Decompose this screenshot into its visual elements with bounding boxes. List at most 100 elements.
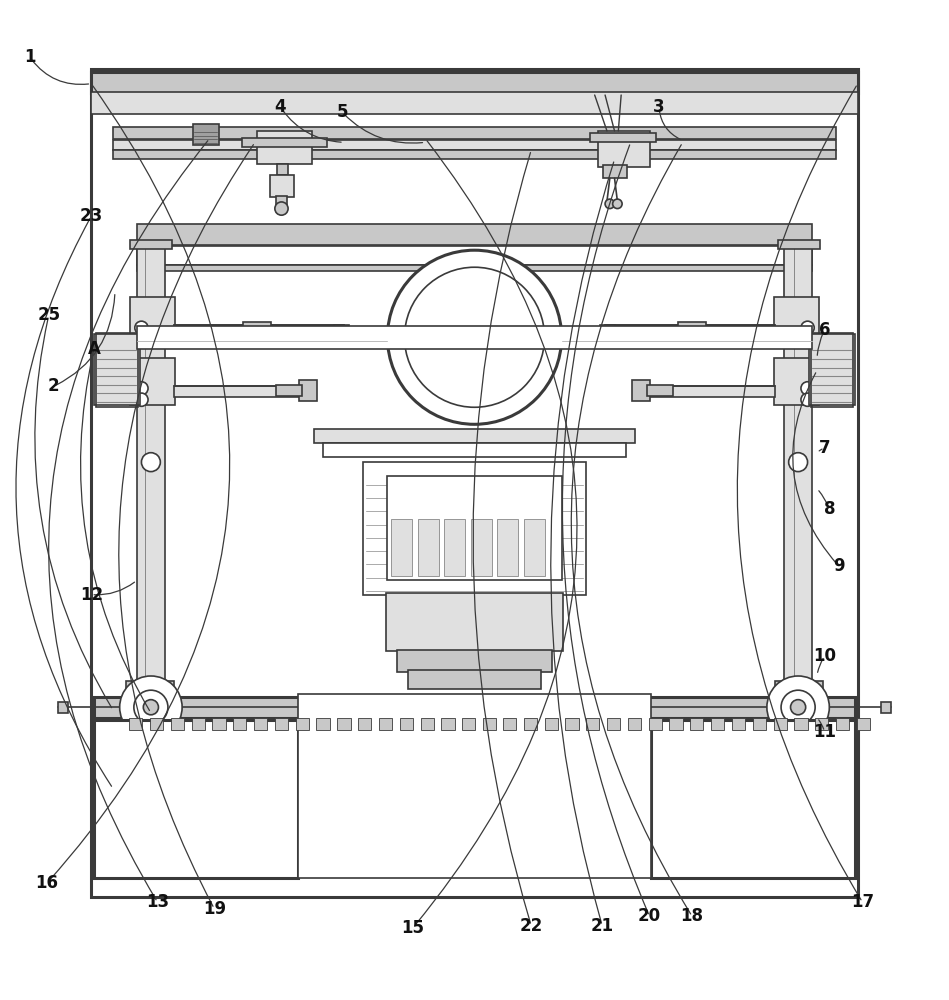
Bar [337, 718, 350, 730]
Bar [94, 697, 855, 718]
Circle shape [135, 382, 148, 395]
Circle shape [134, 690, 168, 724]
Bar [642, 386, 775, 397]
Circle shape [275, 202, 288, 215]
Bar [857, 718, 870, 730]
Bar [129, 718, 142, 730]
Bar [385, 593, 564, 651]
Bar [418, 519, 438, 576]
Circle shape [387, 250, 562, 424]
Bar [91, 72, 858, 93]
Bar [58, 702, 67, 713]
Text: 8: 8 [824, 500, 835, 518]
Text: 3: 3 [653, 98, 665, 116]
Bar [130, 240, 172, 249]
Bar [566, 718, 579, 730]
Bar [242, 138, 326, 147]
Bar [313, 429, 636, 443]
Bar [379, 718, 392, 730]
Circle shape [143, 700, 158, 715]
Bar [811, 333, 853, 407]
Bar [96, 333, 138, 407]
Bar [397, 650, 552, 672]
Circle shape [120, 676, 182, 738]
Text: 17: 17 [851, 893, 874, 911]
Circle shape [605, 199, 615, 209]
Bar [607, 718, 621, 730]
Text: 11: 11 [813, 723, 836, 741]
Bar [497, 519, 518, 576]
Bar [598, 131, 649, 167]
Bar [391, 519, 412, 576]
Text: 9: 9 [833, 557, 845, 575]
Text: 10: 10 [813, 647, 836, 665]
Bar [174, 325, 344, 336]
Text: 5: 5 [336, 103, 347, 121]
Circle shape [135, 393, 148, 406]
Bar [91, 69, 858, 897]
Text: 18: 18 [680, 907, 703, 925]
Bar [126, 681, 174, 692]
Text: 12: 12 [80, 586, 102, 604]
Bar [137, 265, 812, 271]
Bar [732, 718, 745, 730]
Circle shape [141, 453, 160, 472]
Bar [130, 358, 176, 405]
Text: 21: 21 [590, 917, 614, 935]
Circle shape [801, 321, 814, 334]
Bar [254, 718, 268, 730]
Text: 19: 19 [203, 900, 226, 918]
Text: 4: 4 [274, 98, 287, 116]
Bar [646, 385, 673, 396]
Text: 2: 2 [47, 377, 59, 395]
Bar [753, 718, 766, 730]
Bar [669, 718, 682, 730]
Bar [590, 133, 656, 142]
Bar [711, 718, 724, 730]
Bar [604, 165, 627, 178]
Text: 25: 25 [37, 306, 61, 324]
Text: 6: 6 [819, 321, 830, 339]
Bar [773, 297, 819, 344]
Bar [809, 334, 855, 405]
Text: 15: 15 [401, 919, 424, 937]
Bar [444, 519, 465, 576]
Bar [113, 127, 836, 139]
Bar [462, 718, 475, 730]
Bar [471, 519, 492, 576]
Circle shape [801, 333, 814, 346]
Bar [113, 140, 836, 150]
Bar [690, 718, 703, 730]
Bar [586, 718, 600, 730]
Bar [441, 718, 455, 730]
Bar [408, 670, 541, 689]
Bar [524, 519, 545, 576]
Text: 22: 22 [520, 917, 543, 935]
Bar [137, 246, 812, 265]
Bar [276, 196, 288, 209]
Bar [775, 681, 823, 692]
Bar [276, 385, 303, 396]
Bar [130, 297, 176, 344]
Bar [483, 718, 496, 730]
Bar [94, 720, 298, 878]
Bar [174, 386, 307, 397]
Text: 13: 13 [146, 893, 169, 911]
Bar [632, 380, 650, 401]
Bar [420, 718, 434, 730]
Text: 20: 20 [638, 907, 661, 925]
Bar [400, 718, 413, 730]
Bar [363, 462, 586, 595]
Bar [836, 718, 849, 730]
Bar [137, 326, 812, 349]
Bar [773, 358, 819, 405]
Circle shape [404, 267, 545, 407]
Bar [815, 718, 828, 730]
Bar [778, 240, 820, 249]
Bar [524, 718, 537, 730]
Bar [137, 224, 812, 245]
Bar [784, 245, 812, 685]
Circle shape [135, 321, 148, 334]
Circle shape [767, 676, 829, 738]
Circle shape [789, 453, 808, 472]
